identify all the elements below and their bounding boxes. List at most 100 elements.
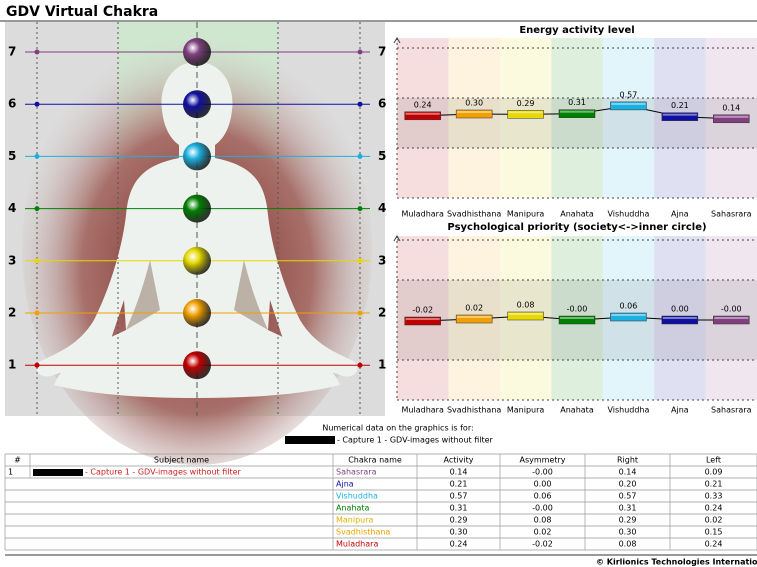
value-label: -0.00 [721,305,742,314]
chakra-ball [183,194,211,223]
column-bg [602,38,655,198]
table-header: Left [706,456,721,465]
bar-highlight [714,115,749,118]
table-cell: 0.08 [534,516,552,525]
bar-highlight [457,111,492,113]
chart-title: Psychological priority (society<->inner … [447,222,706,233]
table-cell: 0.14 [619,468,637,477]
value-label: -0.02 [412,306,433,315]
category-label: Sahasrara [711,406,752,415]
value-label: 0.08 [517,301,535,310]
table-cell: 0.31 [619,504,637,513]
axis-arrow [393,37,401,44]
category-label: Muladhara [402,406,444,415]
table-cell: 0.57 [619,492,637,501]
table-cell: 0.30 [450,528,468,537]
table-cell: 0.21 [450,480,468,489]
data-table: # Subject name Chakra name Activity Asymmetr… [4,453,757,551]
chakra-name: Manipura [336,516,374,525]
chakra-ball [183,351,211,380]
redaction [285,436,335,444]
column-bg [551,38,603,198]
level-label: 3 [8,253,16,267]
table-cell: 0.14 [450,468,468,477]
value-bar [713,114,750,124]
table-header: # [14,456,21,465]
value-label: 0.24 [414,100,432,109]
level-dot [357,258,363,264]
level-dot [357,153,363,159]
level-label: 1 [378,358,386,372]
value-bar [455,109,493,119]
table-header: Activity [444,456,474,465]
value-bar [404,316,441,326]
dotted-guides [36,22,361,416]
category-label: Svadhisthana [447,406,501,415]
level-label: 1 [8,358,16,372]
level-dot [357,310,363,316]
chakra-name: Muladhara [336,540,378,549]
level-label: 3 [378,253,386,267]
note-text: Numerical data on the graphics is for: [322,424,473,433]
category-label: Vishuddha [607,210,649,219]
level-dot [357,206,363,212]
table-cell: 0.24 [705,540,723,549]
chakra-ball [183,38,211,66]
table-cell: -0.02 [532,540,553,549]
value-bar [661,315,699,325]
table-cell: 0.00 [534,480,552,489]
category-label: Ajna [671,406,689,415]
redaction [33,469,83,476]
chakra-name: Ajna [336,480,354,489]
chakra-name: Svadhisthana [336,528,390,537]
value-label: 0.21 [671,101,689,110]
level-dot [34,362,40,368]
value-bar [661,112,699,121]
bar-highlight [611,102,646,105]
category-label: Manipura [507,406,545,415]
category-label: Svadhisthana [447,210,501,219]
level-label: 6 [378,97,386,111]
table-cell: 0.30 [619,528,637,537]
value-bar [558,109,596,118]
footer: © Kirlionics Technologies Internation [596,558,757,567]
bar-highlight [714,317,749,319]
category-label: Sahasrara [711,210,752,219]
level-label: 2 [378,306,386,320]
table-cell: 0.02 [705,516,723,525]
value-bar [507,311,544,321]
value-bar [610,101,647,111]
level-dot [34,310,40,316]
bar-highlight [611,314,646,316]
table-header: Asymmetry [519,456,565,465]
value-label: 0.02 [465,304,483,313]
table-header: Right [617,456,638,465]
table-header: Subject name [154,456,209,465]
category-label: Manipura [507,210,545,219]
bar-highlight [405,318,440,320]
bar-highlight [560,317,594,319]
table-subject: - Capture 1 - GDV-images without filter [85,468,242,477]
center-band [397,98,757,148]
table-cell: 0.20 [619,480,637,489]
level-dot [34,153,40,159]
value-label: 0.14 [722,103,740,112]
value-label: 0.30 [465,99,483,108]
app-title: GDV Virtual Chakra [6,4,158,20]
note-subject: - Capture 1 - GDV-images without filter [337,436,494,445]
table-cell: 0.08 [619,540,637,549]
value-label: 0.29 [517,99,535,108]
table-cell: 0.09 [705,468,723,477]
chakra-ball [183,142,211,171]
table-cell: 0.33 [705,492,723,501]
value-label: -0.00 [567,305,588,314]
table-cell: 0.31 [450,504,468,513]
level-label: 7 [378,45,386,59]
level-label: 7 [8,45,16,59]
category-label: Anahata [560,210,594,219]
table-cell: 0.06 [534,492,552,501]
level-dot [357,362,363,368]
table-header: Chakra name [348,456,402,465]
value-bar [455,314,493,324]
